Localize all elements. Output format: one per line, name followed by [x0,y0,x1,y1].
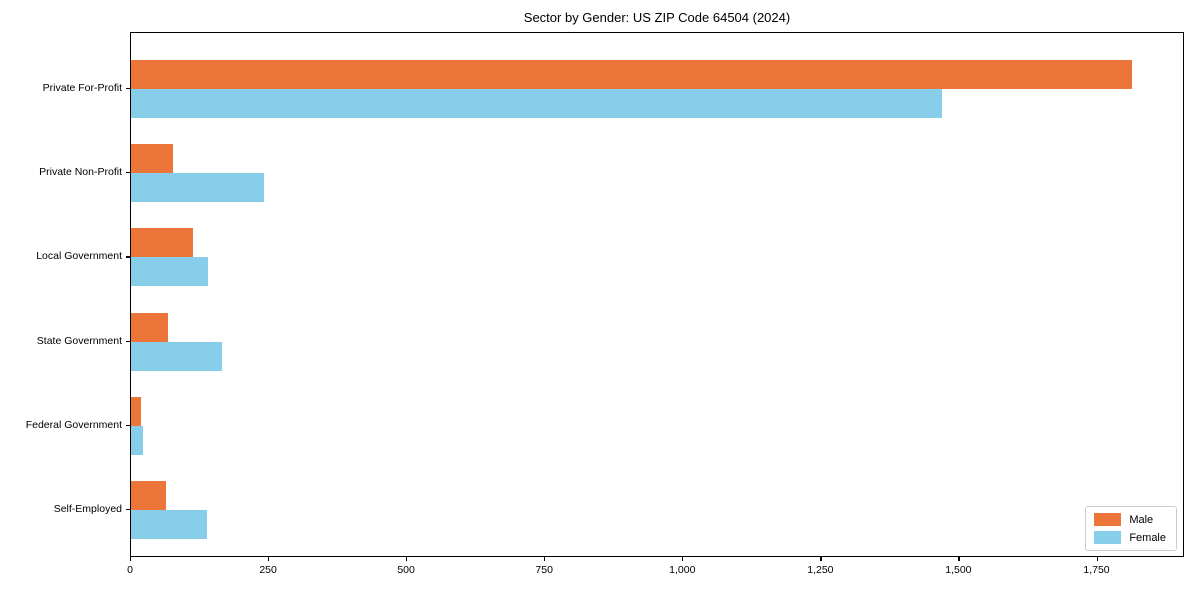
bar-male-1 [131,60,1132,89]
y-tick-mark [126,256,130,258]
y-tick-label: Local Government [36,250,122,263]
bar-female-3 [131,257,208,287]
bar-female-5 [131,425,144,455]
legend-swatch-female [1094,531,1122,544]
bar-female-4 [131,341,223,371]
y-tick-mark [126,88,130,90]
x-tick-label: 500 [397,564,415,576]
y-tick-label: State Government [36,334,122,347]
y-tick-mark [126,172,130,174]
bar-female-2 [131,173,264,203]
plot-area: Male Female [130,32,1184,557]
x-tick-label: 1,250 [807,564,834,576]
x-tick-mark [958,557,960,561]
x-tick-label: 0 [127,564,133,576]
bar-male-4 [131,312,168,342]
x-tick-label: 1,500 [945,564,972,576]
y-tick-label: Federal Government [25,418,122,431]
y-tick-label: Self-Employed [53,503,122,515]
bar-male-3 [131,228,193,258]
x-tick-label: 750 [535,564,553,576]
x-tick-label: 1,750 [1083,564,1110,576]
legend-label-female: Female [1129,531,1166,544]
x-tick-mark [820,557,822,561]
bar-male-2 [131,144,173,174]
x-tick-mark [268,557,270,561]
x-tick-mark [682,557,684,561]
legend: Male Female [1085,506,1177,551]
legend-item-male: Male [1094,513,1166,526]
x-tick-mark [544,557,546,561]
y-tick-label: Private Non-Profit [39,166,122,179]
legend-label-male: Male [1129,513,1154,526]
y-tick-mark [126,340,130,342]
y-tick-label: Private For-Profit [42,82,122,94]
bar-female-6 [131,510,207,539]
bar-male-5 [131,396,141,426]
bar-female-1 [131,89,942,118]
chart-title: Sector by Gender: US ZIP Code 64504 (202… [523,10,791,25]
x-tick-mark [1096,557,1098,561]
y-tick-mark [126,509,130,511]
x-tick-label: 1,000 [669,564,696,576]
legend-swatch-male [1094,513,1122,526]
y-tick-mark [126,424,130,426]
legend-item-female: Female [1094,531,1166,544]
x-tick-mark [406,557,408,561]
x-tick-label: 250 [259,564,277,576]
bar-male-6 [131,481,166,510]
x-tick-mark [130,557,132,561]
